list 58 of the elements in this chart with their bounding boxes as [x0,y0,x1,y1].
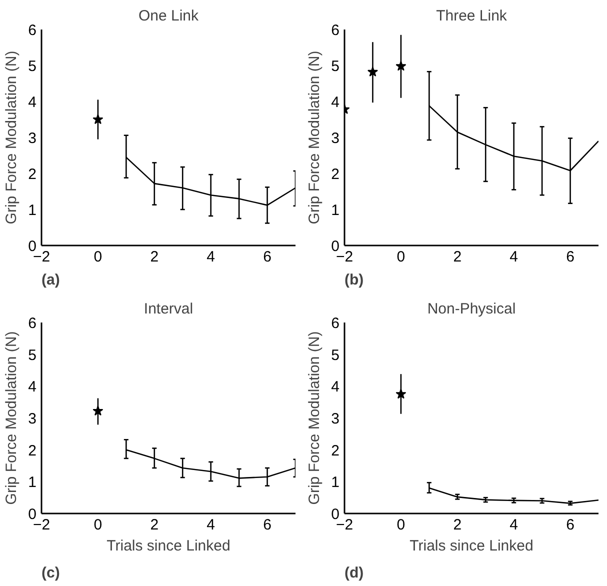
x-axis-title: Trials since Linked [106,538,230,554]
chart-title: Three Link [436,8,508,24]
chart-title: One Link [138,8,200,24]
x-tick-label: 2 [150,516,159,534]
y-tick-label: 4 [28,94,36,111]
y-tick-label: 2 [28,166,36,183]
x-tick-label: 6 [263,516,272,534]
y-tick-label: 5 [28,346,36,364]
chart-title: Non-Physical [427,300,516,318]
x-tick-label: 2 [453,248,462,266]
chart-title: Interval [144,300,194,318]
x-tick-label: 2 [150,248,159,266]
y-tick-label: 1 [28,474,36,492]
y-tick-label: 3 [28,130,36,147]
x-tick-label: 6 [566,248,574,266]
y-tick-label: 5 [28,58,36,75]
y-axis-title: Grip Force Modulation (N) [306,331,324,505]
text: (a) [42,272,60,288]
x-tick-label: 4 [206,248,216,266]
y-tick-label: 0 [331,506,340,523]
x-tick-label: 6 [263,248,272,266]
x-axis-title: Trials since Linked [410,538,534,554]
y-tick-label: 2 [331,166,340,183]
y-tick-label: 4 [331,94,340,111]
y-tick-label: 3 [28,410,36,428]
text: (c) [42,564,60,582]
y-axis-title: Grip Force Modulation (N) [3,50,20,224]
y-tick-label: 1 [28,202,36,219]
y-tick-label: 4 [331,378,340,396]
y-tick-label: 1 [331,474,340,492]
y-tick-label: 6 [28,22,36,39]
x-tick-label: 2 [453,516,462,534]
y-tick-label: 0 [331,238,340,255]
x-tick-label: 0 [396,248,406,266]
y-tick-label: 5 [331,58,340,75]
x-tick-label: 0 [396,516,406,534]
text: (d) [344,564,364,582]
y-tick-label: 2 [28,442,36,460]
x-tick-label: 6 [566,516,574,534]
y-tick-label: 3 [331,130,340,147]
x-tick-label: 4 [510,248,518,266]
y-tick-label: 6 [331,315,340,332]
y-tick-label: 1 [331,202,340,219]
text: (b) [344,272,364,288]
y-axis-title: Grip Force Modulation (N) [306,50,324,224]
y-tick-label: 0 [28,238,36,255]
y-tick-label: 2 [331,442,340,460]
y-tick-label: 6 [331,22,340,39]
y-axis-title: Grip Force Modulation (N) [3,331,20,505]
y-tick-label: 0 [28,506,36,523]
y-tick-label: 4 [28,378,36,396]
x-tick-label: 4 [206,516,216,534]
x-tick-label: 4 [510,516,518,534]
x-tick-label: 0 [94,248,102,266]
x-tick-label: 0 [94,516,102,534]
y-tick-label: 5 [331,346,340,364]
y-tick-label: 6 [28,315,36,332]
y-tick-label: 3 [331,410,340,428]
